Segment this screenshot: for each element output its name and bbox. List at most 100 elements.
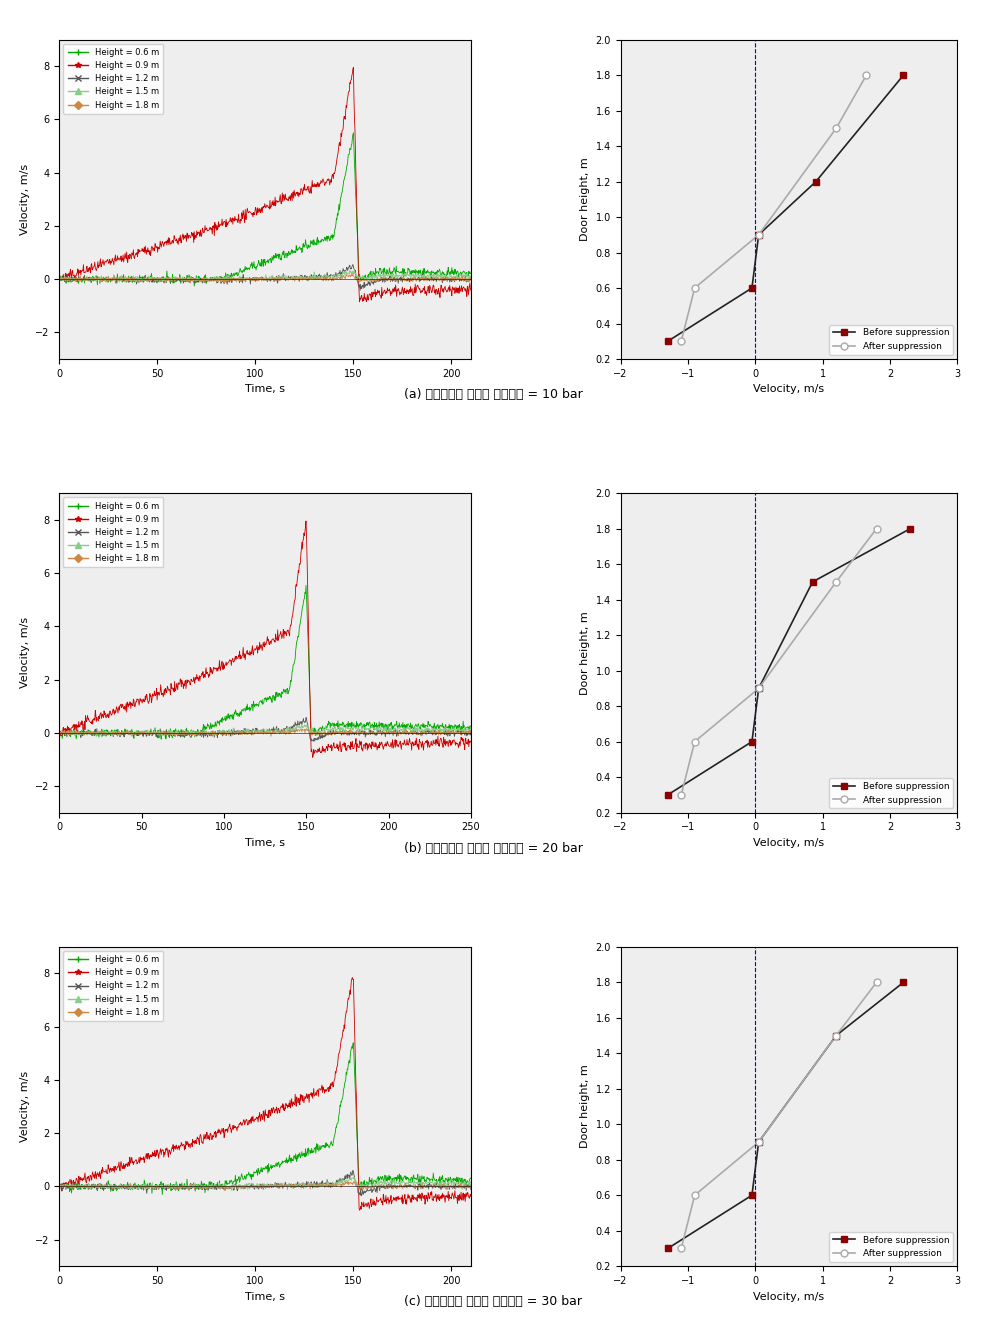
Height = 1.5 m: [226, 1183, 238, 1199]
Height = 1.8 m: [53, 270, 65, 286]
Height = 1.5 m: [348, 1169, 360, 1184]
Height = 1.5 m: [408, 723, 420, 739]
Height = 0.6 m: [347, 125, 359, 141]
Height = 1.8 m: [316, 1175, 327, 1191]
Height = 1.8 m: [464, 270, 476, 286]
Height = 0.9 m: [353, 1203, 365, 1219]
X-axis label: Time, s: Time, s: [245, 838, 285, 848]
Height = 0.9 m: [353, 294, 365, 310]
Height = 0.9 m: [53, 269, 65, 285]
Height = 1.8 m: [366, 723, 378, 739]
Height = 0.6 m: [408, 719, 420, 735]
Height = 0.9 m: [53, 1181, 65, 1196]
Height = 0.6 m: [53, 270, 65, 286]
Height = 1.8 m: [79, 727, 91, 743]
Y-axis label: Door height, m: Door height, m: [580, 611, 590, 695]
Height = 1.2 m: [79, 724, 91, 740]
Height = 0.6 m: [293, 627, 305, 642]
Line: Height = 1.5 m: Height = 1.5 m: [59, 270, 470, 282]
Height = 1.5 m: [79, 272, 91, 288]
Height = 0.9 m: [316, 1080, 327, 1096]
Height = 0.6 m: [366, 716, 378, 732]
Height = 0.6 m: [304, 237, 316, 253]
Line: Height = 0.6 m: Height = 0.6 m: [59, 1043, 470, 1195]
Height = 1.8 m: [79, 273, 91, 289]
Height = 0.9 m: [316, 174, 327, 190]
Height = 1.2 m: [366, 725, 378, 741]
Height = 1.5 m: [53, 1179, 65, 1195]
Height = 0.9 m: [79, 1169, 91, 1184]
Line: Height = 1.8 m: Height = 1.8 m: [59, 274, 470, 282]
Height = 0.6 m: [156, 1187, 168, 1203]
Height = 1.2 m: [464, 1182, 476, 1198]
Y-axis label: Door height, m: Door height, m: [580, 1064, 590, 1149]
Height = 1.5 m: [366, 719, 378, 735]
Height = 1.2 m: [354, 282, 366, 298]
Height = 0.6 m: [155, 731, 167, 747]
Height = 0.6 m: [464, 265, 476, 281]
Line: Height = 0.9 m: Height = 0.9 m: [59, 977, 470, 1211]
Height = 0.6 m: [366, 1179, 378, 1195]
Height = 0.6 m: [293, 1149, 305, 1165]
Height = 1.8 m: [464, 1179, 476, 1195]
Height = 1.5 m: [366, 268, 378, 284]
Height = 0.6 m: [304, 695, 316, 711]
Y-axis label: Velocity, m/s: Velocity, m/s: [20, 617, 30, 689]
Height = 1.2 m: [292, 1179, 304, 1195]
Height = 1.5 m: [79, 1179, 91, 1195]
Height = 0.9 m: [408, 737, 420, 753]
X-axis label: Velocity, m/s: Velocity, m/s: [752, 838, 823, 848]
Height = 0.6 m: [304, 1144, 316, 1159]
Height = 0.6 m: [317, 718, 328, 733]
Height = 1.8 m: [293, 273, 305, 289]
Height = 1.5 m: [366, 1177, 378, 1192]
Height = 1.5 m: [298, 716, 310, 732]
Legend: Before suppression, After suppression: Before suppression, After suppression: [828, 324, 951, 355]
Legend: Before suppression, After suppression: Before suppression, After suppression: [828, 1232, 951, 1262]
Height = 0.9 m: [303, 1095, 315, 1111]
Legend: Height = 0.6 m, Height = 0.9 m, Height = 1.2 m, Height = 1.5 m, Height = 1.8 m: Height = 0.6 m, Height = 0.9 m, Height =…: [63, 44, 164, 113]
Height = 0.9 m: [464, 733, 476, 749]
Line: Height = 0.6 m: Height = 0.6 m: [59, 133, 470, 286]
Height = 0.6 m: [366, 270, 378, 286]
Height = 0.9 m: [307, 749, 318, 765]
Height = 0.6 m: [464, 1170, 476, 1186]
Height = 1.8 m: [408, 1179, 420, 1195]
Height = 1.8 m: [53, 1178, 65, 1194]
Height = 1.8 m: [366, 1178, 378, 1194]
Height = 1.2 m: [304, 727, 316, 743]
Height = 1.2 m: [53, 1182, 65, 1198]
Height = 0.6 m: [53, 1179, 65, 1195]
Height = 0.9 m: [79, 264, 91, 280]
Height = 1.2 m: [79, 268, 91, 284]
Height = 1.2 m: [53, 272, 65, 288]
Height = 1.5 m: [348, 262, 360, 278]
Height = 1.5 m: [316, 1177, 327, 1192]
Height = 1.2 m: [303, 1177, 315, 1192]
Height = 0.6 m: [79, 274, 91, 290]
Height = 1.5 m: [133, 274, 145, 290]
Height = 1.5 m: [464, 1175, 476, 1191]
Legend: Before suppression, After suppression: Before suppression, After suppression: [828, 778, 951, 809]
Y-axis label: Velocity, m/s: Velocity, m/s: [20, 164, 30, 235]
Height = 0.6 m: [408, 1170, 420, 1186]
Y-axis label: Door height, m: Door height, m: [580, 157, 590, 241]
Height = 1.2 m: [355, 1188, 367, 1204]
Height = 1.5 m: [79, 724, 91, 740]
Line: Height = 1.2 m: Height = 1.2 m: [59, 264, 470, 290]
Line: Height = 0.9 m: Height = 0.9 m: [59, 67, 470, 302]
Height = 0.6 m: [53, 727, 65, 743]
Height = 0.6 m: [316, 1140, 327, 1155]
Height = 0.9 m: [304, 677, 316, 692]
Height = 0.6 m: [347, 1035, 359, 1051]
Height = 0.6 m: [79, 724, 91, 740]
Line: Height = 0.6 m: Height = 0.6 m: [59, 586, 470, 739]
Height = 0.9 m: [292, 563, 304, 579]
Height = 1.5 m: [464, 268, 476, 284]
Height = 1.5 m: [317, 720, 328, 736]
Height = 1.2 m: [366, 1182, 378, 1198]
Height = 1.2 m: [408, 269, 420, 285]
Line: Height = 1.5 m: Height = 1.5 m: [59, 1177, 470, 1191]
Height = 1.2 m: [300, 710, 312, 725]
Line: Height = 1.8 m: Height = 1.8 m: [59, 728, 470, 736]
